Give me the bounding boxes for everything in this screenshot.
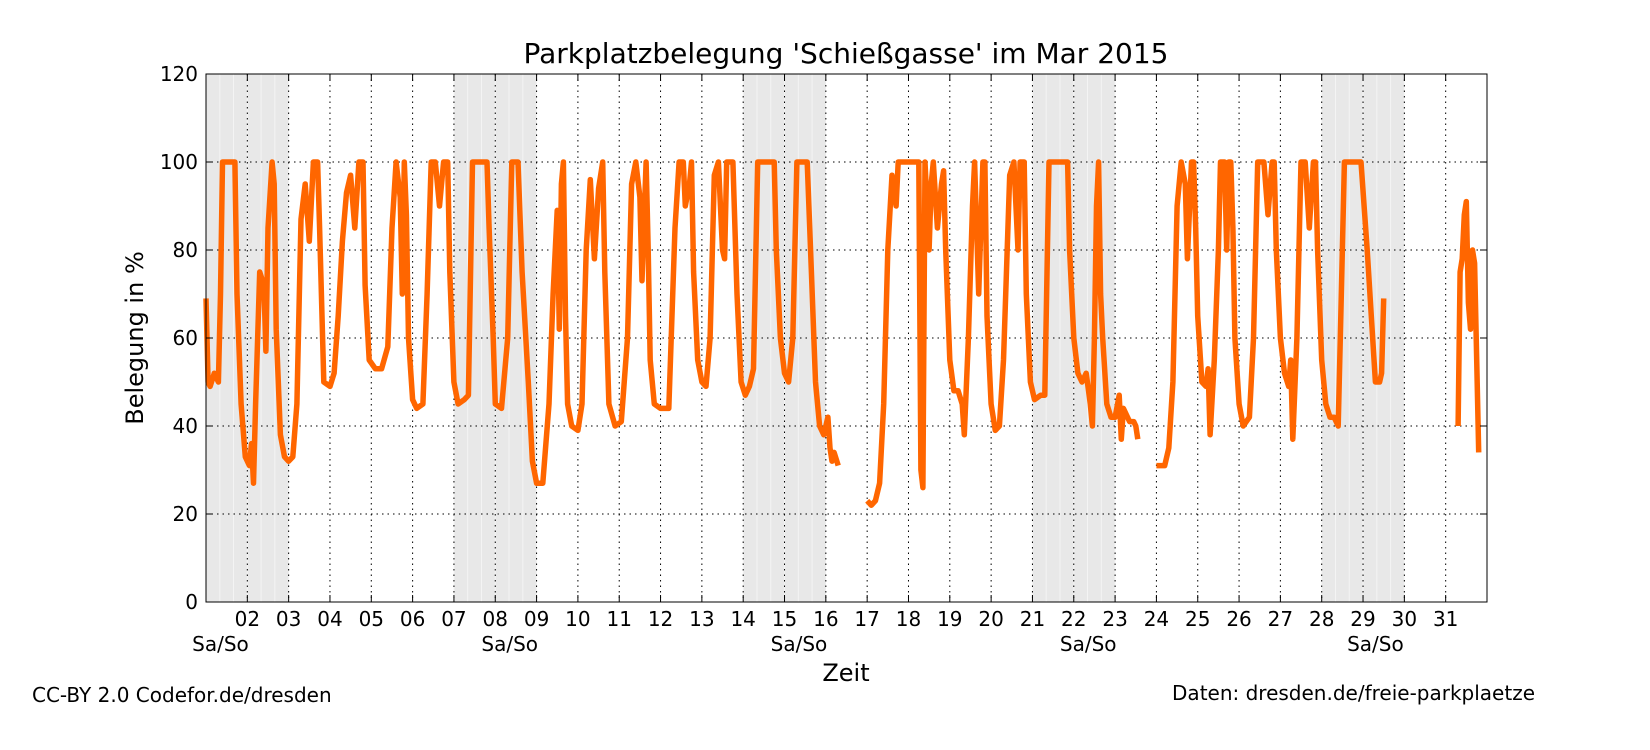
x-tick-label: 19 [937, 607, 962, 631]
y-tick-label: 100 [160, 150, 198, 174]
occupancy-line-segment [1455, 198, 1482, 453]
x-tick-label: 11 [606, 607, 631, 631]
x-tick-label: 15 [772, 607, 797, 631]
x-tick-label: 20 [978, 607, 1003, 631]
occupancy-series [203, 159, 1482, 508]
x-tick-label: 23 [1102, 607, 1127, 631]
x-tick-label: 31 [1433, 607, 1458, 631]
x-tick-label: 16 [813, 607, 838, 631]
x-tick-label: 28 [1309, 607, 1334, 631]
x-tick-label: 27 [1268, 607, 1293, 631]
x-tick-label: 25 [1185, 607, 1210, 631]
y-axis-label: Belegung in % [121, 251, 149, 425]
x-tick-label: 04 [317, 607, 342, 631]
license-text: CC-BY 2.0 Codefor.de/dresden [32, 683, 332, 707]
x-tick-label: 13 [689, 607, 714, 631]
occupancy-line-segment [1156, 159, 1387, 469]
x-tick-label: 26 [1226, 607, 1251, 631]
weekend-label: Sa/So [192, 632, 249, 656]
x-tick-label: 09 [524, 607, 549, 631]
x-tick-label: 18 [896, 607, 921, 631]
axis-ticks: 0 20 40 60 80 100 120 02 03 04 05 06 07 08 09 10 11 12 13 1… [160, 62, 1487, 656]
x-tick-label: 08 [483, 607, 508, 631]
grid-lines [206, 74, 1487, 602]
x-tick-label: 02 [235, 607, 260, 631]
weekend-label: Sa/So [481, 632, 538, 656]
x-tick-label: 17 [854, 607, 879, 631]
y-tick-label: 80 [173, 238, 198, 262]
x-tick-label: 07 [441, 607, 466, 631]
x-tick-label: 10 [565, 607, 590, 631]
y-tick-label: 20 [173, 502, 198, 526]
x-tick-label: 29 [1350, 607, 1375, 631]
occupancy-line-segment [203, 159, 841, 486]
y-tick-label: 40 [173, 414, 198, 438]
x-tick-label: 14 [730, 607, 755, 631]
x-tick-label: 06 [400, 607, 425, 631]
x-tick-label: 22 [1061, 607, 1086, 631]
data-source-text: Daten: dresden.de/freie-parkplaetze [1172, 681, 1535, 705]
chart-title: Parkplatzbelegung 'Schießgasse' im Mar 2… [524, 37, 1169, 70]
x-axis-label: Zeit [822, 659, 869, 687]
x-tick-label: 30 [1392, 607, 1417, 631]
x-tick-label: 24 [1144, 607, 1169, 631]
y-tick-label: 60 [173, 326, 198, 350]
weekend-label: Sa/So [1060, 632, 1117, 656]
weekend-label: Sa/So [1347, 632, 1404, 656]
weekend-label: Sa/So [771, 632, 828, 656]
x-tick-label: 05 [359, 607, 384, 631]
y-tick-label: 0 [185, 590, 198, 614]
occupancy-line-segment [865, 159, 1141, 508]
x-tick-label: 03 [276, 607, 301, 631]
x-tick-label: 12 [648, 607, 673, 631]
y-tick-label: 120 [160, 62, 198, 86]
x-tick-label: 21 [1020, 607, 1045, 631]
